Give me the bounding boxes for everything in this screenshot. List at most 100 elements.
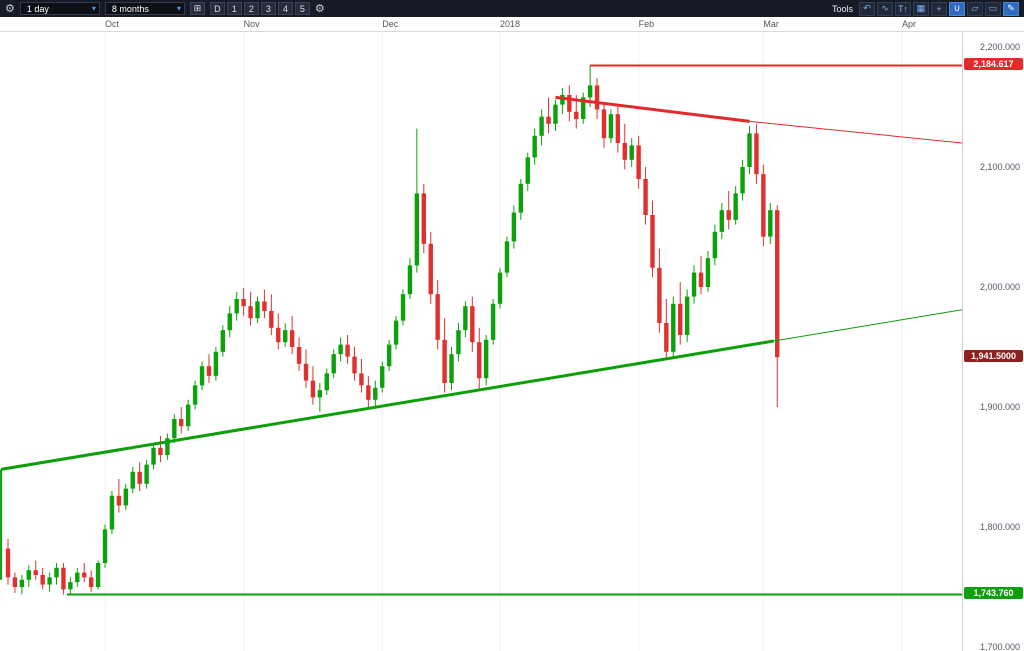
candle bbox=[463, 301, 468, 338]
candle bbox=[497, 267, 503, 309]
candle bbox=[650, 200, 655, 278]
candle-body bbox=[407, 265, 413, 295]
candle bbox=[594, 78, 600, 119]
candle-body bbox=[400, 294, 406, 321]
layout-button-1[interactable]: 1 bbox=[226, 2, 242, 15]
candle bbox=[366, 375, 371, 407]
settings-gear-icon[interactable]: ⚙ bbox=[5, 2, 15, 15]
candle bbox=[109, 491, 115, 535]
descending-resistance-trendline[interactable] bbox=[555, 95, 750, 123]
chart-settings-gear-icon[interactable]: ⚙ bbox=[314, 2, 325, 15]
layout-button-3[interactable]: 3 bbox=[260, 2, 276, 15]
candle-body bbox=[116, 495, 122, 506]
candle-body bbox=[705, 258, 711, 287]
candle bbox=[352, 347, 357, 381]
candle bbox=[5, 539, 11, 585]
candle-body bbox=[283, 330, 288, 343]
candle-body bbox=[276, 327, 281, 343]
tools-section: Tools ↶ ∿ T↑ ▦ + ∪ ▱ ▭ ✎ bbox=[832, 1, 1019, 16]
layout-button-4[interactable]: 4 bbox=[277, 2, 293, 15]
screen-icon[interactable]: ▭ bbox=[985, 1, 1001, 16]
crosshair-icon[interactable]: + bbox=[931, 1, 947, 16]
candle-body bbox=[678, 303, 683, 335]
time-axis-label: Mar bbox=[763, 19, 779, 29]
candle-body bbox=[414, 193, 420, 266]
candle bbox=[532, 128, 537, 165]
candle-body bbox=[227, 313, 232, 331]
undo-icon[interactable]: ↶ bbox=[859, 1, 875, 16]
candle bbox=[539, 109, 544, 146]
eraser-icon[interactable]: ▱ bbox=[967, 1, 983, 16]
ascending-support-extension[interactable] bbox=[773, 309, 962, 342]
curve-tool-icon[interactable]: ∿ bbox=[877, 1, 893, 16]
candle-body bbox=[712, 231, 718, 259]
descending-resistance-extension[interactable] bbox=[749, 120, 962, 144]
candle-body bbox=[615, 114, 621, 143]
candle-body bbox=[574, 111, 579, 119]
candle bbox=[407, 258, 413, 299]
candle bbox=[33, 560, 38, 580]
text-tool-icon[interactable]: T↑ bbox=[895, 1, 911, 16]
candle-body bbox=[587, 85, 593, 98]
price-tick-label: 2,200.000 bbox=[979, 42, 1020, 52]
candle-body bbox=[206, 366, 212, 376]
candle bbox=[678, 282, 683, 345]
candle bbox=[567, 85, 572, 122]
candle bbox=[130, 467, 135, 494]
candle bbox=[442, 318, 447, 393]
chart-canvas[interactable] bbox=[0, 32, 962, 651]
candle-body bbox=[310, 380, 316, 398]
calendar-button[interactable]: ⊞ bbox=[189, 2, 205, 15]
ascending-support-trendline[interactable] bbox=[0, 339, 775, 471]
candle-body bbox=[269, 311, 274, 328]
candle bbox=[310, 366, 316, 405]
candle-body bbox=[761, 174, 766, 237]
candle bbox=[255, 296, 260, 323]
candle-body bbox=[775, 210, 780, 358]
candle bbox=[283, 323, 288, 347]
candle-body bbox=[165, 438, 170, 455]
range-select[interactable]: 8 months ▾ bbox=[104, 2, 185, 15]
candle bbox=[26, 565, 31, 587]
candle-body bbox=[650, 215, 655, 268]
chart-region: 2,200.000 2,100.000 2,000.000 1,900.000 1,80… bbox=[0, 32, 1024, 651]
candle-body bbox=[366, 385, 371, 400]
candle bbox=[740, 159, 745, 201]
candle-body bbox=[580, 97, 586, 119]
candle-body bbox=[553, 104, 558, 124]
candle-body bbox=[594, 85, 600, 110]
brush-icon[interactable]: ✎ bbox=[1003, 1, 1019, 16]
timeframe-select[interactable]: 1 day ▾ bbox=[19, 2, 100, 15]
time-axis-label: 2018 bbox=[500, 19, 521, 29]
price-axis[interactable]: 2,200.000 2,100.000 2,000.000 1,900.000 1,80… bbox=[962, 32, 1024, 651]
grid-icon[interactable]: ▦ bbox=[913, 1, 929, 16]
candle-body bbox=[324, 373, 329, 391]
candle bbox=[324, 368, 329, 395]
candle bbox=[151, 443, 156, 470]
time-axis[interactable]: Oct Nov Dec 2018 Feb Mar Apr bbox=[0, 17, 1024, 32]
candle bbox=[470, 296, 475, 352]
candle bbox=[775, 205, 780, 407]
candle bbox=[747, 126, 752, 175]
candle bbox=[393, 315, 399, 350]
candle-body bbox=[185, 404, 191, 427]
candle bbox=[691, 265, 697, 304]
candle-body bbox=[220, 330, 226, 352]
candle bbox=[400, 289, 406, 326]
time-axis-label: Feb bbox=[638, 19, 655, 29]
candle bbox=[768, 203, 773, 244]
candle bbox=[345, 335, 350, 364]
candle-body bbox=[179, 419, 184, 427]
magnet-icon[interactable]: ∪ bbox=[949, 1, 965, 16]
layout-button-D[interactable]: D bbox=[209, 2, 225, 15]
layout-button-5[interactable]: 5 bbox=[294, 2, 310, 15]
candle-body bbox=[532, 135, 537, 158]
candle-body bbox=[33, 570, 38, 575]
candle bbox=[95, 560, 101, 590]
layout-button-2[interactable]: 2 bbox=[243, 2, 259, 15]
candle-body bbox=[622, 143, 627, 160]
candle bbox=[671, 296, 676, 359]
candle bbox=[712, 224, 718, 266]
candle-body bbox=[75, 572, 80, 583]
